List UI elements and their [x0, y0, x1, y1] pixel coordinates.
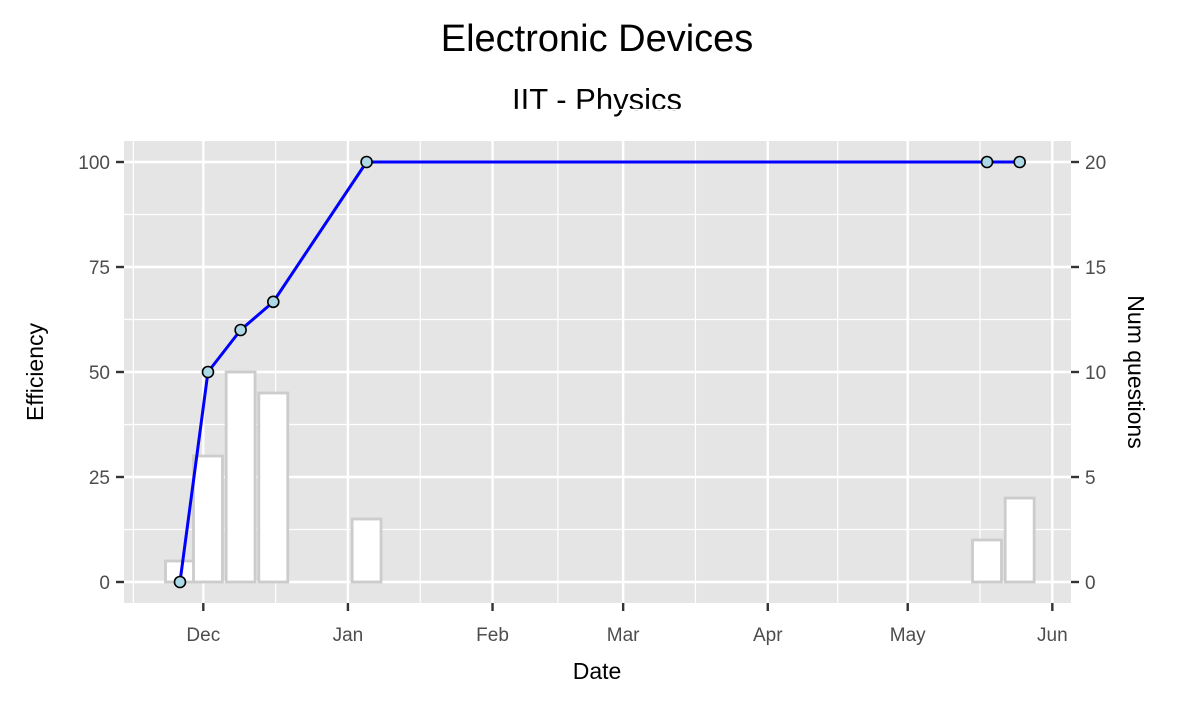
line-series — [173, 155, 1026, 589]
bar-series — [164, 370, 1036, 584]
x-tick-label: May — [890, 625, 926, 646]
y2-tick-label: 5 — [1085, 468, 1096, 489]
y-axis-label: Efficiency — [22, 322, 48, 421]
y-tick-label: 100 — [78, 153, 110, 174]
efficiency-point — [360, 155, 373, 169]
efficiency-point — [201, 365, 215, 379]
efficiency-point — [266, 295, 280, 309]
y-tick-label: 50 — [89, 363, 110, 384]
y-tick-label: 25 — [89, 468, 110, 489]
bar — [350, 517, 383, 584]
y-tick-label: 0 — [99, 573, 110, 594]
x-tick-label: Mar — [607, 625, 640, 646]
y2-axis-label: Num questions — [1123, 295, 1149, 448]
x-axis-label: Date — [573, 658, 622, 684]
bar — [257, 391, 290, 584]
bar — [224, 370, 257, 584]
bar — [971, 538, 1003, 584]
efficiency-point — [1013, 155, 1026, 169]
axes: 0 25 50 75 100 0 5 10 15 20 Dec Jan Feb Mar Apr May Jun — [78, 153, 1106, 646]
y2-tick-label: 15 — [1085, 258, 1106, 279]
x-tick-label: Feb — [476, 625, 509, 646]
x-tick-label: Dec — [186, 625, 220, 646]
efficiency-point — [234, 323, 247, 337]
chart-subtitle: IIT - Physics — [512, 82, 682, 117]
efficiency-point — [173, 575, 187, 589]
y-tick-label: 75 — [89, 258, 110, 279]
efficiency-point — [980, 155, 994, 169]
y2-tick-label: 0 — [1085, 573, 1096, 594]
bar — [1003, 496, 1036, 584]
x-tick-label: Apr — [753, 625, 783, 646]
y2-tick-label: 10 — [1085, 363, 1106, 384]
bar — [192, 454, 224, 584]
chart-title: Electronic Devices — [441, 18, 754, 60]
x-tick-label: Jun — [1037, 625, 1068, 646]
y2-tick-label: 20 — [1085, 153, 1106, 174]
x-tick-label: Jan — [333, 625, 364, 646]
